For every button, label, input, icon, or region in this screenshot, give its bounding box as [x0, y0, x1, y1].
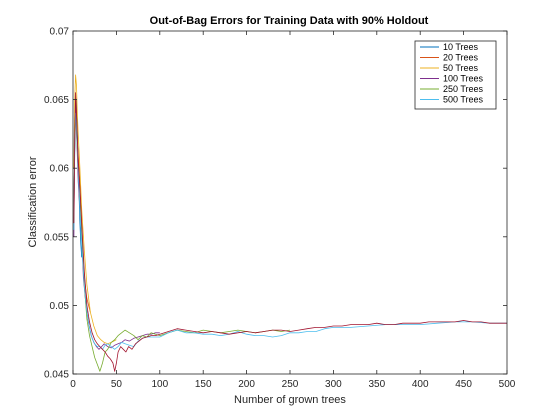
series-line-3 [73, 106, 160, 350]
series-line-6 [73, 92, 507, 372]
legend-entry: 500 Trees [443, 95, 484, 105]
y-tick-label: 0.06 [50, 164, 70, 175]
x-tick-label: 150 [195, 379, 212, 390]
legend-box [414, 40, 497, 110]
x-tick-label: 300 [325, 379, 342, 390]
legend-entry: 10 Trees [443, 42, 479, 52]
x-tick-label: 50 [111, 379, 123, 390]
y-tick-label: 0.055 [44, 232, 69, 243]
y-tick-label: 0.05 [50, 301, 70, 312]
y-tick-label: 0.07 [50, 27, 70, 38]
axis-ticks: 0 50 100 150 200 250 300 350 400 450 500 0.045 0.05 0… [44, 27, 516, 391]
y-tick-label: 0.045 [44, 370, 69, 381]
y-tick-label: 0.065 [44, 95, 69, 106]
x-tick-label: 100 [151, 379, 168, 390]
x-tick-label: 500 [499, 379, 516, 390]
x-tick-label: 400 [412, 379, 429, 390]
x-tick-label: 200 [238, 379, 255, 390]
x-tick-label: 450 [455, 379, 472, 390]
x-tick-label: 250 [282, 379, 299, 390]
chart-title: Out-of-Bag Errors for Training Data with… [150, 15, 429, 27]
legend-entry: 50 Trees [443, 63, 479, 73]
x-axis-label: Number of grown trees [234, 394, 346, 406]
legend-entry: 20 Trees [443, 53, 479, 63]
series-lines [73, 74, 507, 372]
y-axis-label: Classification error [27, 156, 39, 247]
x-tick-label: 0 [70, 379, 76, 390]
series-line-5 [73, 112, 507, 350]
x-tick-label: 350 [368, 379, 385, 390]
legend-entry: 100 Trees [443, 74, 484, 84]
legend-entry: 250 Trees [443, 84, 484, 94]
